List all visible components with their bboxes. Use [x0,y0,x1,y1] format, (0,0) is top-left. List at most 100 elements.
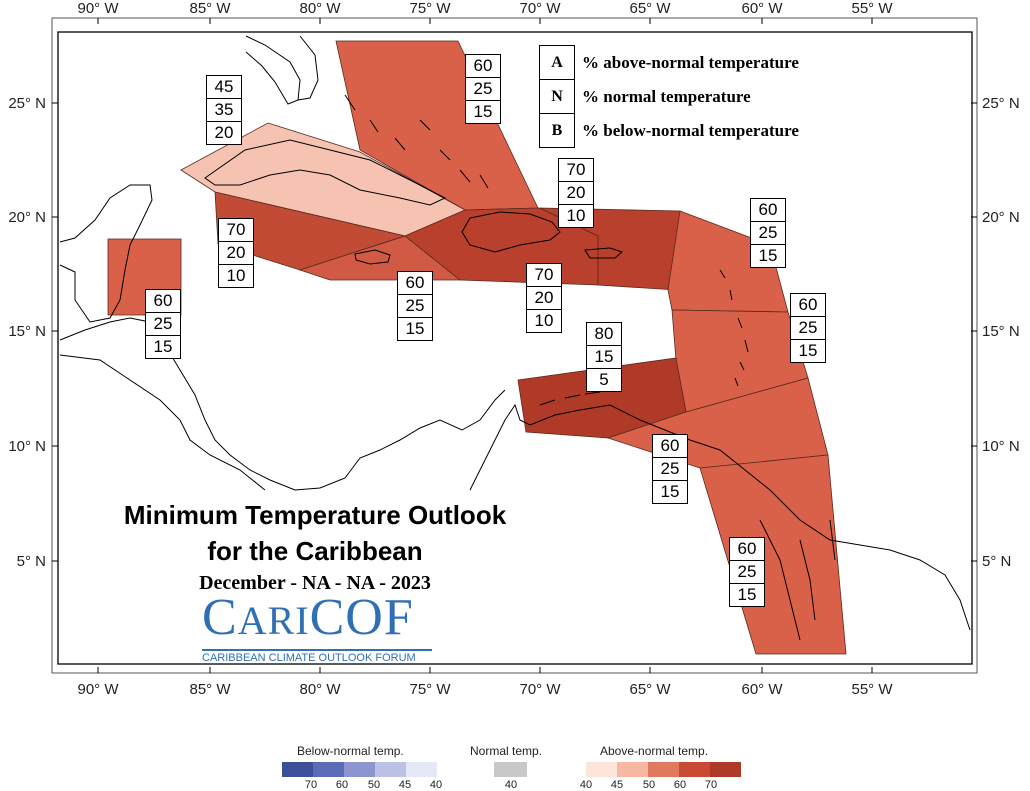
colorbar-swatch-above [617,762,648,777]
prob-above: 60 [751,199,785,222]
prob-normal: 20 [559,182,593,205]
lat-label: 10° N [8,438,46,455]
coast-florida [245,35,301,105]
prob-normal: 20 [527,287,561,310]
prob-box-belize: 60 25 15 [145,289,181,359]
prob-normal: 25 [146,313,180,336]
colorbar-tick: 60 [335,779,349,791]
lon-labels-top: 90° W 85° W 80° W 75° W 70° W 65° W 60° … [77,0,893,17]
lat-labels-left: 25° N 20° N 15° N 10° N 5° N [8,95,46,570]
prob-box-trinidad: 60 25 15 [652,434,688,504]
prob-above: 70 [559,159,593,182]
coast-guianas-rivers [759,519,836,641]
prob-normal: 25 [466,78,500,101]
colorbar-tick: 70 [304,779,318,791]
lon-label: 70° W [519,0,561,17]
prob-below: 5 [599,370,609,389]
colorbar-swatch-below [313,762,344,777]
coast-abc-islands [539,391,601,406]
prob-box-windward: 60 25 15 [790,293,826,363]
prob-normal: 35 [207,99,241,122]
prob-box-leeward: 60 25 15 [750,198,786,268]
colorbar-swatch-above [679,762,710,777]
lon-label: 80° W [299,681,341,698]
colorbar-below-title: Below-normal temp. [297,744,404,758]
coast-pr [584,247,623,259]
colorbar-swatch-below [282,762,313,777]
colorbar-tick: 50 [642,779,656,791]
prob-below: 10 [534,311,554,330]
key-text-above: % above-normal temperature [582,53,799,72]
logo-subtitle: CARIBBEAN CLIMATE OUTLOOK FORUM [202,649,432,664]
lon-label: 90° W [77,0,119,17]
colorbar-swatch-normal [494,762,527,777]
lat-labels-right: 25° N 20° N 15° N 10° N 5° N [982,95,1020,570]
coast-hispaniola [461,211,561,253]
prob-box-hispaniola: 70 20 10 [558,158,594,228]
colorbar-tick: 40 [429,779,443,791]
lon-label: 75° W [409,0,451,17]
colorbar-tick: 70 [704,779,718,791]
prob-below: 15 [153,337,173,356]
lat-label: 20° N [8,209,46,226]
coast-jamaica [354,249,391,265]
prob-normal: 25 [653,458,687,481]
lon-labels-bottom: 90° W 85° W 80° W 75° W 70° W 65° W 60° … [77,681,893,698]
prob-box-puerto-rico: 70 20 10 [526,263,562,333]
prob-below: 10 [226,266,246,285]
prob-above: 60 [146,290,180,313]
lat-label: 20° N [982,209,1020,226]
prob-above: 60 [730,538,764,561]
lon-label: 80° W [299,0,341,17]
key-letter-a: A [540,46,574,80]
lon-label: 85° W [189,681,231,698]
prob-above: 60 [398,272,432,295]
colorbar-normal-title: Normal temp. [470,744,543,758]
lat-label: 25° N [8,95,46,112]
prob-above: 45 [207,76,241,99]
map-title-line1: Minimum Temperature Outlook [123,500,507,530]
colorbar-tick: 40 [504,779,518,791]
prob-normal: 15 [587,346,621,369]
lon-label: 60° W [741,681,783,698]
prob-normal: 25 [791,317,825,340]
lon-label: 75° W [409,681,451,698]
coast-cuba [204,139,447,206]
lon-label: 60° W [741,0,783,17]
lon-label: 70° W [519,681,561,698]
lon-label: 90° W [77,681,119,698]
colorbar-swatch-above [648,762,679,777]
zone-puerto-rico [539,207,681,291]
colorbar-above-title: Above-normal temp. [600,744,709,758]
axis-ticks [52,18,977,673]
coast-central-pacific [59,354,266,491]
prob-below: 15 [798,341,818,360]
lat-label: 25° N [982,95,1020,112]
prob-normal: 25 [398,295,432,318]
logo-wordmark: CARICOF [202,589,414,646]
coast-florida-east [297,35,319,101]
colorbar-swatch-below [344,762,375,777]
key-letter-n: N [540,80,574,114]
colorbar-swatch-below [375,762,406,777]
prob-box-bahamas: 60 25 15 [465,54,501,124]
colorbar-swatch-above [586,762,617,777]
map-title-line2: for the Caribbean [207,536,423,566]
prob-above: 70 [219,219,253,242]
outer-frame [51,17,978,674]
key-letter-b: B [551,122,563,139]
prob-box-abc: 80 15 5 [586,322,622,392]
key-text-below: % below-normal temperature [582,121,799,140]
map-frame [57,31,973,665]
prob-below: 15 [473,102,493,121]
key-text-normal: % normal temperature [582,87,751,106]
map-subtitle: December - NA - NA - 2023 [199,572,431,594]
lon-label: 65° W [629,0,671,17]
prob-normal: 20 [219,242,253,265]
prob-below: 15 [758,246,778,265]
coast-islands-antilles [719,269,749,387]
colorbar-swatch-below [406,762,437,777]
colorbar-tick: 45 [398,779,412,791]
prob-below: 15 [737,585,757,604]
